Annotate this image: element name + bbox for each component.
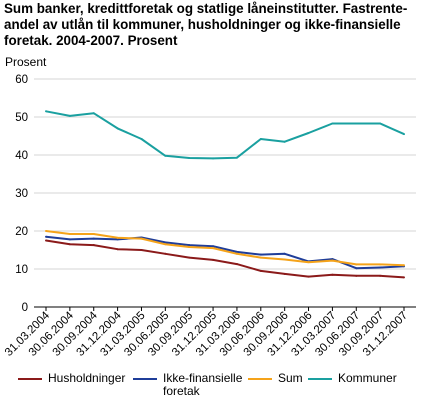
data-point-kommuner xyxy=(45,110,47,113)
data-point-sum xyxy=(116,236,119,239)
data-point-ikke-finansielle-foretak xyxy=(379,266,382,269)
axes xyxy=(34,306,416,311)
data-point-kommuner xyxy=(140,138,143,141)
data-point-kommuner xyxy=(188,157,191,160)
y-tick-label: 60 xyxy=(15,74,28,86)
y-tick-label: 20 xyxy=(15,226,28,238)
data-point-sum xyxy=(259,256,262,259)
legend-label-ikke-finansielle-foretak: Ikke-finansielle foretak xyxy=(163,371,243,398)
data-point-sum xyxy=(68,233,71,236)
data-point-husholdninger xyxy=(355,274,358,277)
series-line-sum xyxy=(45,230,405,267)
data-point-husholdninger xyxy=(188,256,191,259)
legend-label-kommuner: Kommuner xyxy=(338,371,397,385)
data-point-ikke-finansielle-foretak xyxy=(116,238,119,241)
y-tick-label: 0 xyxy=(22,302,28,314)
data-point-kommuner xyxy=(403,133,405,136)
data-point-sum xyxy=(307,261,310,264)
data-point-kommuner xyxy=(259,138,262,141)
legend-item-kommuner: Kommuner xyxy=(308,372,397,385)
series-lines xyxy=(45,110,405,279)
data-point-husholdninger xyxy=(307,275,310,278)
data-point-husholdninger xyxy=(283,272,286,275)
data-point-ikke-finansielle-foretak xyxy=(212,245,215,248)
data-point-sum xyxy=(92,233,95,236)
legend-label-husholdninger: Husholdninger xyxy=(48,371,126,385)
data-point-kommuner xyxy=(331,122,334,125)
data-point-kommuner xyxy=(164,154,167,157)
data-point-sum xyxy=(235,252,238,255)
data-point-husholdninger xyxy=(116,248,119,251)
data-point-husholdninger xyxy=(45,239,47,242)
data-point-kommuner xyxy=(235,156,238,159)
data-point-kommuner xyxy=(92,112,95,115)
legend-swatch-sum xyxy=(248,378,272,380)
data-point-husholdninger xyxy=(403,276,405,279)
line-chart: 010203040506031.03.200430.06.200430.09.2… xyxy=(3,74,416,359)
data-point-ikke-finansielle-foretak xyxy=(68,238,71,241)
data-point-sum xyxy=(331,259,334,262)
data-point-kommuner xyxy=(307,131,310,134)
y-tick-label: 30 xyxy=(15,188,28,200)
data-point-ikke-finansielle-foretak xyxy=(283,252,286,255)
data-point-husholdninger xyxy=(92,244,95,247)
data-point-sum xyxy=(355,263,358,266)
data-point-husholdninger xyxy=(68,243,71,246)
y-tick-label: 50 xyxy=(15,112,28,124)
legend-label-sum: Sum xyxy=(278,371,303,385)
legend-item-ikke-finansielle-foretak: Ikke-finansielle foretak xyxy=(133,372,242,398)
data-point-sum xyxy=(403,264,405,267)
data-point-kommuner xyxy=(68,114,71,117)
chart-title-line-2: andel av utlån til kommuner, husholdning… xyxy=(4,17,401,32)
chart-title-line-3: foretak. 2004-2007. Prosent xyxy=(4,33,178,48)
data-point-husholdninger xyxy=(235,263,238,266)
data-point-sum xyxy=(283,258,286,261)
y-tick-label: 40 xyxy=(15,150,28,162)
data-point-husholdninger xyxy=(212,258,215,261)
data-point-sum xyxy=(379,263,382,266)
data-point-husholdninger xyxy=(140,249,143,251)
chart-title-line-1: Sum banker, kredittforetak og statlige l… xyxy=(4,1,408,16)
chart-title: Sum banker, kredittforetak og statlige l… xyxy=(4,1,424,49)
legend-swatch-kommuner xyxy=(308,378,332,380)
data-point-ikke-finansielle-foretak xyxy=(164,241,167,244)
data-point-kommuner xyxy=(283,140,286,143)
data-point-sum xyxy=(212,247,215,250)
data-point-ikke-finansielle-foretak xyxy=(188,244,191,247)
legend-item-sum: Sum xyxy=(248,372,303,385)
y-axis-label: Prosent xyxy=(5,55,47,69)
data-point-husholdninger xyxy=(259,269,262,272)
legend-swatch-husholdninger xyxy=(18,378,42,380)
data-point-husholdninger xyxy=(164,252,167,255)
data-point-kommuner xyxy=(379,122,382,125)
data-point-sum xyxy=(140,237,143,240)
data-point-husholdninger xyxy=(331,273,334,276)
data-point-kommuner xyxy=(355,122,358,125)
series-line-husholdninger xyxy=(45,239,405,279)
data-point-ikke-finansielle-foretak xyxy=(331,258,334,261)
legend: Husholdninger Ikke-finansielle foretak S… xyxy=(18,372,418,400)
data-point-ikke-finansielle-foretak xyxy=(259,253,262,256)
series-line-kommuner xyxy=(45,110,405,160)
data-point-ikke-finansielle-foretak xyxy=(92,237,95,240)
data-point-husholdninger xyxy=(379,274,382,277)
data-point-sum xyxy=(164,243,167,246)
data-point-sum xyxy=(45,230,47,232)
data-point-ikke-finansielle-foretak xyxy=(355,267,358,270)
data-point-kommuner xyxy=(116,127,119,130)
data-point-sum xyxy=(188,245,191,248)
y-tick-label: 10 xyxy=(15,264,28,276)
data-point-kommuner xyxy=(212,157,215,160)
data-point-ikke-finansielle-foretak xyxy=(45,235,47,238)
legend-item-husholdninger: Husholdninger xyxy=(18,372,125,385)
legend-swatch-ikke-finansielle-foretak xyxy=(133,378,157,380)
data-point-ikke-finansielle-foretak xyxy=(235,250,238,253)
series-line-ikke-finansielle-foretak xyxy=(45,235,405,270)
grid xyxy=(34,78,416,270)
